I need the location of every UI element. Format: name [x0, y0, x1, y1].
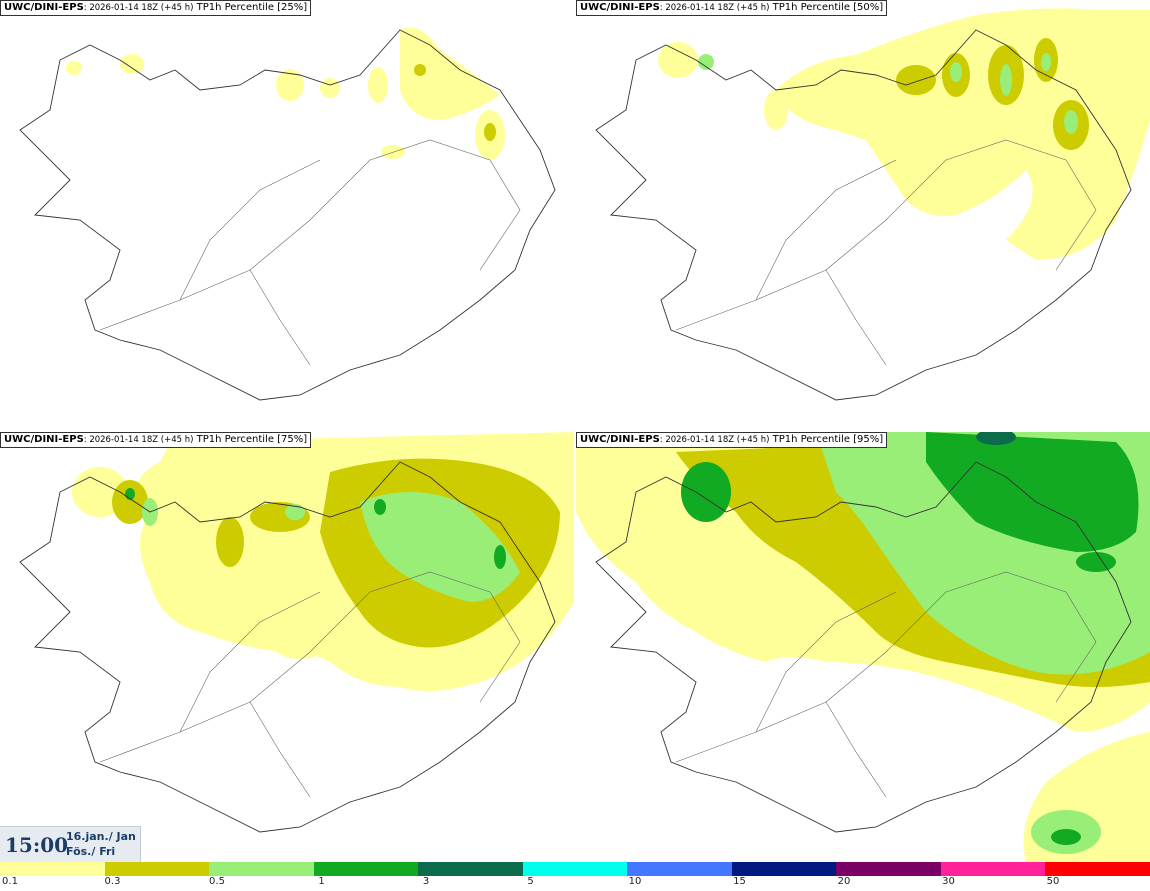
- model-name: UWC/DINI-EPS: [4, 434, 84, 445]
- run-info: : 2026-01-14 18Z (+45 h): [659, 3, 770, 13]
- panel-title: UWC/DINI-EPS: 2026-01-14 18Z (+45 h) TP1…: [0, 0, 312, 16]
- panel-title: UWC/DINI-EPS: 2026-01-14 18Z (+45 h) TP1…: [576, 0, 888, 16]
- model-name: UWC/DINI-EPS: [580, 434, 660, 445]
- color-scale-label: 10: [628, 876, 642, 887]
- precip-map: [19, 27, 556, 401]
- color-scale-legend: [0, 862, 1150, 876]
- panel-divider: [574, 0, 576, 862]
- color-scale-segment: [104, 862, 210, 876]
- panel-title: UWC/DINI-EPS: 2026-01-14 18Z (+45 h) TP1…: [576, 432, 888, 448]
- color-scale-label: 5: [527, 876, 534, 887]
- road-network: [99, 139, 521, 366]
- map-panel-p25: UWC/DINI-EPS: 2026-01-14 18Z (+45 h) TP1…: [0, 0, 574, 430]
- color-scale-label: 15: [733, 876, 746, 887]
- road-network: [675, 139, 1097, 366]
- color-scale-label: 20: [837, 876, 851, 887]
- precip-map: [595, 8, 1150, 401]
- map-panel-p50: UWC/DINI-EPS: 2026-01-14 18Z (+45 h) TP1…: [576, 0, 1150, 430]
- run-info: : 2026-01-14 18Z (+45 h): [659, 435, 770, 445]
- valid-date: 16.jan./ Jan: [66, 830, 136, 843]
- color-scale-segment: [522, 862, 628, 876]
- valid-time-box: 15:00 16.jan./ Jan Fös./ Fri: [0, 826, 141, 863]
- color-scale-segment: [418, 862, 524, 876]
- precip-map: [576, 432, 1150, 862]
- product-name: TP1h Percentile [95%]: [769, 434, 884, 445]
- valid-time: 15:00: [5, 833, 69, 857]
- road-network: [99, 571, 521, 798]
- color-scale-label: 0.3: [104, 876, 121, 887]
- precip-shading: [658, 8, 1150, 261]
- color-scale-label: 50: [1046, 876, 1060, 887]
- color-scale-segment: [1045, 862, 1150, 876]
- color-scale-label: 30: [942, 876, 955, 887]
- map-panel-p95: UWC/DINI-EPS: 2026-01-14 18Z (+45 h) TP1…: [576, 432, 1150, 862]
- precip-shading: [576, 432, 1150, 862]
- color-scale-segment: [627, 862, 733, 876]
- product-name: TP1h Percentile [50%]: [769, 2, 884, 13]
- color-scale-segment: [313, 862, 419, 876]
- color-scale-label: 0.1: [2, 876, 18, 887]
- precip-shading: [66, 27, 505, 160]
- product-name: TP1h Percentile [25%]: [193, 2, 308, 13]
- run-info: : 2026-01-14 18Z (+45 h): [83, 3, 194, 13]
- coastline: [19, 461, 556, 833]
- color-scale-segment: [0, 862, 106, 876]
- color-scale-segment: [209, 862, 315, 876]
- color-scale-label: 1: [318, 876, 325, 887]
- run-info: : 2026-01-14 18Z (+45 h): [83, 435, 194, 445]
- map-panel-p75: UWC/DINI-EPS: 2026-01-14 18Z (+45 h) TP1…: [0, 432, 574, 862]
- precip-shading: [72, 432, 574, 691]
- precip-map: [19, 432, 574, 833]
- product-name: TP1h Percentile [75%]: [193, 434, 308, 445]
- color-scale-label: 0.5: [209, 876, 225, 887]
- color-scale-segment: [731, 862, 837, 876]
- road-network: [675, 571, 1097, 798]
- color-scale-segment: [940, 862, 1046, 876]
- model-name: UWC/DINI-EPS: [580, 2, 660, 13]
- valid-weekday: Fös./ Fri: [66, 845, 116, 858]
- model-name: UWC/DINI-EPS: [4, 2, 84, 13]
- coastline: [19, 29, 556, 401]
- coastline: [595, 461, 1132, 833]
- coastline: [595, 29, 1132, 401]
- color-scale-segment: [836, 862, 942, 876]
- panel-title: UWC/DINI-EPS: 2026-01-14 18Z (+45 h) TP1…: [0, 432, 312, 448]
- color-scale-label: 3: [422, 876, 430, 887]
